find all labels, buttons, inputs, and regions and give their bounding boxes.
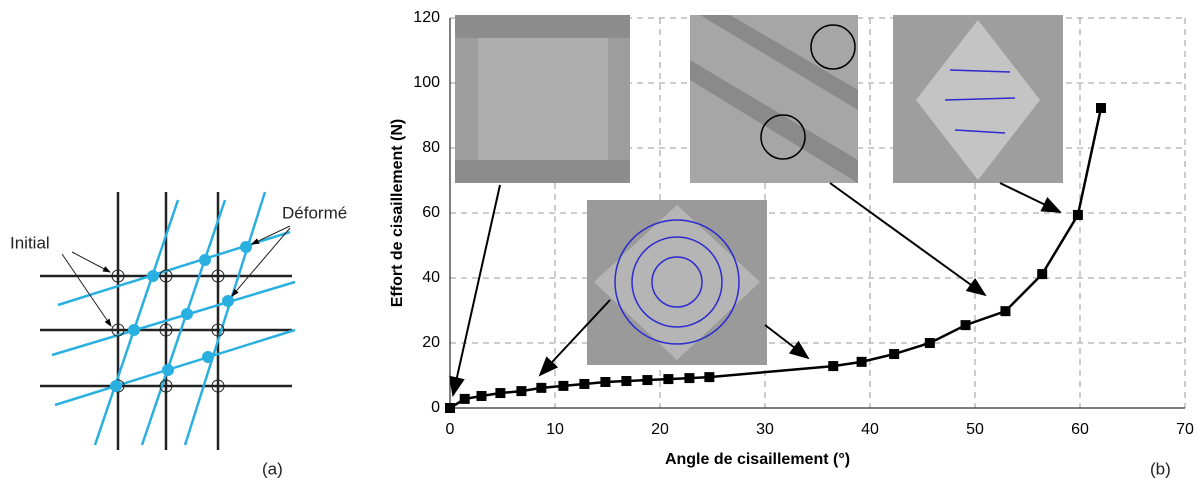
x-tick-label: 70 <box>1176 421 1194 438</box>
diagram <box>40 191 296 450</box>
data-point <box>516 386 527 397</box>
x-tick-label: 40 <box>861 421 879 438</box>
y-tick-label: 100 <box>413 74 440 91</box>
data-point <box>600 377 611 387</box>
data-point <box>459 393 470 404</box>
data-point <box>856 356 867 367</box>
data-point <box>704 372 715 383</box>
data-point <box>621 376 632 387</box>
data-point <box>663 374 674 385</box>
data-point <box>536 382 547 393</box>
y-tick-label: 0 <box>431 399 440 416</box>
data-point <box>445 403 455 413</box>
caption: (b) <box>1150 459 1171 478</box>
data-point <box>558 380 569 391</box>
y-tick-label: 40 <box>422 269 440 286</box>
arrows <box>449 182 1062 397</box>
x-tick-label: 30 <box>756 421 774 438</box>
x-axis-title: Angle de cisaillement (°) <box>665 451 850 468</box>
data-point <box>642 375 653 386</box>
data-point <box>1096 103 1106 114</box>
x-tick-label: 20 <box>651 421 669 438</box>
data-point <box>684 373 695 384</box>
y-tick-label: 60 <box>422 204 440 221</box>
y-axis-title: Effort de cisaillement (N) <box>389 119 406 307</box>
y-tick-label: 20 <box>422 334 440 351</box>
x-tick-label: 10 <box>546 421 564 438</box>
x-tick-label: 0 <box>446 421 455 438</box>
data-point <box>889 349 900 360</box>
plot: 0 20 40 60 80 100 120 0 10 20 30 40 50 60 70 Angle de c… <box>389 9 1194 468</box>
diagram-label: Déformé <box>282 203 347 222</box>
x-tick-label: 50 <box>966 421 984 438</box>
data-point <box>960 320 971 331</box>
y-tick-label: 120 <box>413 9 440 26</box>
data-point <box>579 378 590 389</box>
data-point <box>1072 209 1083 220</box>
inset-photos <box>455 15 1063 365</box>
data-point <box>1037 269 1048 280</box>
data-point <box>924 338 935 348</box>
x-tick-label: 60 <box>1071 421 1089 438</box>
caption: (a) <box>262 459 283 478</box>
data-point <box>495 388 506 399</box>
data-point <box>476 390 487 401</box>
data-point <box>828 361 839 372</box>
data-point <box>1000 306 1011 317</box>
diagram-label: Initial <box>10 233 50 252</box>
y-tick-label: 80 <box>422 139 440 156</box>
